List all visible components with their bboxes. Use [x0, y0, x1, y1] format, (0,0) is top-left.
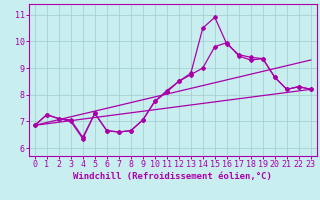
X-axis label: Windchill (Refroidissement éolien,°C): Windchill (Refroidissement éolien,°C) — [73, 172, 272, 181]
